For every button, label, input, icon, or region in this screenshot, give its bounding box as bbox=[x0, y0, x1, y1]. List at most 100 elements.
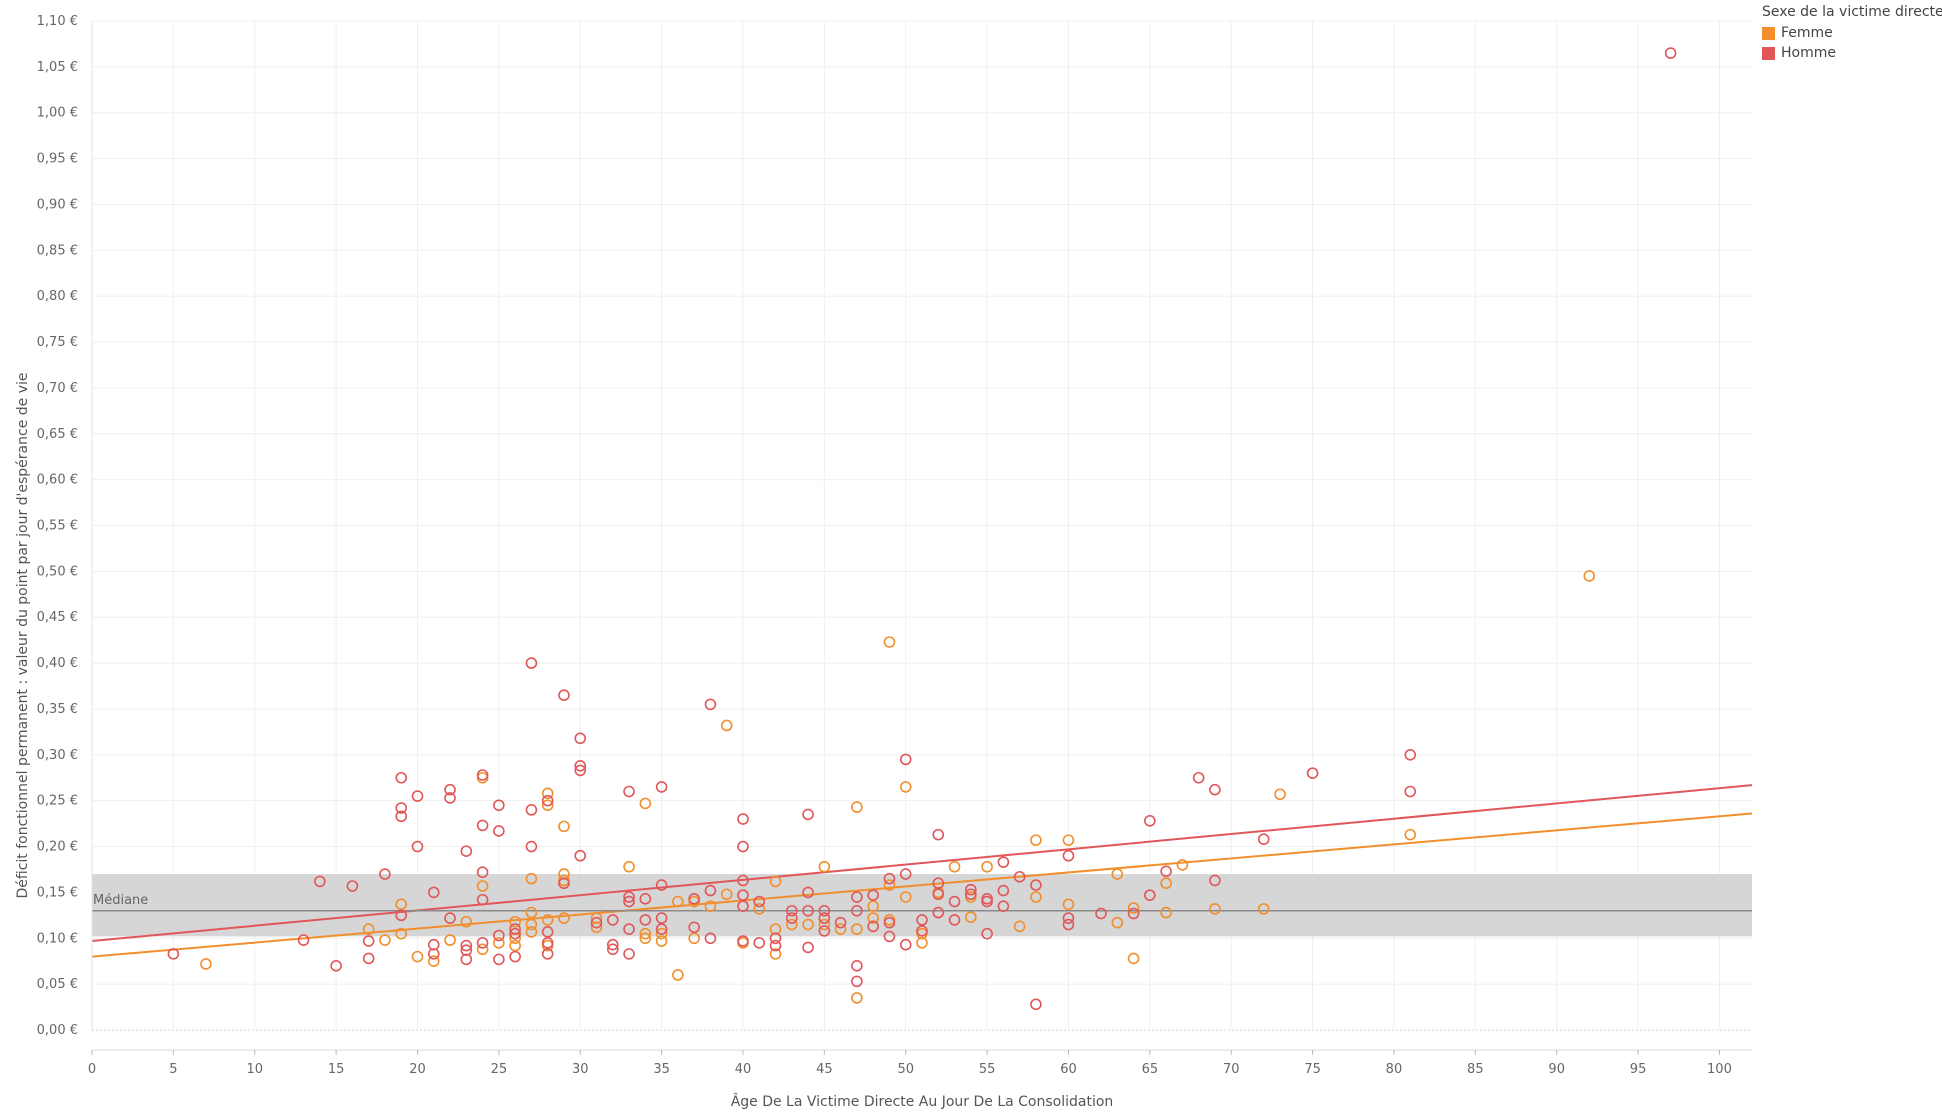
point-femme[interactable] bbox=[899, 781, 912, 793]
point-femme[interactable] bbox=[525, 872, 538, 885]
point-homme[interactable] bbox=[1160, 865, 1172, 878]
point-femme[interactable] bbox=[1274, 788, 1286, 801]
point-homme[interactable] bbox=[395, 810, 408, 823]
point-homme[interactable] bbox=[606, 938, 619, 951]
point-homme[interactable] bbox=[623, 891, 635, 903]
point-femme[interactable] bbox=[867, 900, 879, 912]
point-homme[interactable] bbox=[1127, 907, 1140, 920]
point-homme[interactable] bbox=[541, 948, 554, 960]
point-homme[interactable] bbox=[786, 904, 798, 917]
point-homme[interactable] bbox=[1095, 907, 1107, 920]
point-homme[interactable] bbox=[948, 895, 961, 908]
point-femme[interactable] bbox=[655, 935, 668, 947]
point-homme[interactable] bbox=[786, 912, 798, 924]
point-femme[interactable] bbox=[362, 923, 375, 935]
point-femme[interactable] bbox=[541, 914, 554, 926]
point-femme[interactable] bbox=[1127, 902, 1140, 914]
point-homme[interactable] bbox=[493, 799, 505, 812]
point-homme[interactable] bbox=[1062, 849, 1075, 862]
point-femme[interactable] bbox=[1127, 952, 1140, 965]
point-homme[interactable] bbox=[476, 819, 489, 832]
point-femme[interactable] bbox=[427, 955, 440, 968]
point-homme[interactable] bbox=[883, 916, 896, 929]
point-femme[interactable] bbox=[1257, 903, 1270, 915]
point-homme[interactable] bbox=[411, 840, 424, 853]
point-femme[interactable] bbox=[704, 900, 717, 912]
point-homme[interactable] bbox=[330, 959, 342, 972]
point-homme[interactable] bbox=[541, 937, 554, 949]
point-homme[interactable] bbox=[802, 808, 814, 821]
point-homme[interactable] bbox=[1404, 785, 1417, 798]
point-femme[interactable] bbox=[1030, 891, 1042, 903]
point-femme[interactable] bbox=[558, 820, 570, 833]
point-homme[interactable] bbox=[704, 698, 717, 711]
point-homme[interactable] bbox=[737, 900, 749, 912]
point-homme[interactable] bbox=[932, 906, 945, 919]
point-femme[interactable] bbox=[1111, 868, 1124, 880]
point-femme[interactable] bbox=[672, 895, 684, 908]
point-homme[interactable] bbox=[639, 893, 652, 905]
point-femme[interactable] bbox=[525, 926, 538, 938]
point-homme[interactable] bbox=[965, 883, 977, 896]
point-homme[interactable] bbox=[883, 930, 896, 943]
point-homme[interactable] bbox=[1664, 47, 1677, 59]
point-homme[interactable] bbox=[476, 866, 489, 879]
point-femme[interactable] bbox=[916, 937, 928, 949]
point-homme[interactable] bbox=[525, 840, 538, 853]
point-homme[interactable] bbox=[427, 886, 440, 899]
point-homme[interactable] bbox=[525, 804, 538, 816]
point-homme[interactable] bbox=[737, 874, 749, 887]
point-homme[interactable] bbox=[558, 689, 570, 701]
point-femme[interactable] bbox=[590, 912, 603, 924]
point-homme[interactable] bbox=[574, 764, 587, 777]
point-femme[interactable] bbox=[1030, 834, 1042, 846]
point-homme[interactable] bbox=[916, 925, 928, 937]
point-femme[interactable] bbox=[786, 918, 798, 931]
point-femme[interactable] bbox=[948, 860, 961, 873]
point-homme[interactable] bbox=[688, 893, 700, 905]
point-homme[interactable] bbox=[1192, 771, 1205, 784]
point-femme[interactable] bbox=[379, 934, 391, 946]
point-femme[interactable] bbox=[769, 875, 782, 888]
legend-item-femme[interactable]: Femme bbox=[1762, 23, 1942, 43]
point-homme[interactable] bbox=[802, 941, 814, 954]
point-homme[interactable] bbox=[606, 914, 619, 926]
point-femme[interactable] bbox=[1111, 916, 1124, 929]
point-homme[interactable] bbox=[606, 943, 619, 956]
point-homme[interactable] bbox=[1404, 749, 1417, 761]
point-homme[interactable] bbox=[1144, 889, 1156, 901]
point-homme[interactable] bbox=[948, 914, 961, 926]
point-femme[interactable] bbox=[1209, 903, 1221, 915]
point-femme[interactable] bbox=[802, 918, 814, 931]
point-homme[interactable] bbox=[1306, 767, 1319, 779]
point-homme[interactable] bbox=[932, 877, 945, 890]
point-femme[interactable] bbox=[1404, 828, 1417, 841]
point-homme[interactable] bbox=[1030, 879, 1042, 891]
point-homme[interactable] bbox=[541, 926, 554, 938]
point-femme[interactable] bbox=[672, 969, 684, 981]
point-femme[interactable] bbox=[509, 939, 521, 952]
point-homme[interactable] bbox=[753, 895, 766, 908]
point-homme[interactable] bbox=[460, 939, 473, 952]
point-homme[interactable] bbox=[818, 912, 831, 924]
point-homme[interactable] bbox=[574, 732, 587, 745]
point-femme[interactable] bbox=[851, 923, 863, 935]
point-homme[interactable] bbox=[655, 781, 668, 793]
point-femme[interactable] bbox=[476, 943, 489, 956]
point-femme[interactable] bbox=[851, 992, 863, 1004]
point-homme[interactable] bbox=[379, 868, 391, 880]
point-homme[interactable] bbox=[476, 769, 489, 781]
point-homme[interactable] bbox=[704, 884, 717, 897]
point-homme[interactable] bbox=[802, 886, 814, 899]
point-homme[interactable] bbox=[509, 950, 521, 963]
point-homme[interactable] bbox=[427, 938, 440, 951]
point-homme[interactable] bbox=[867, 920, 879, 933]
point-femme[interactable] bbox=[509, 932, 521, 945]
point-homme[interactable] bbox=[590, 916, 603, 929]
point-homme[interactable] bbox=[851, 904, 863, 917]
point-homme[interactable] bbox=[769, 932, 782, 945]
point-homme[interactable] bbox=[346, 880, 359, 892]
point-homme[interactable] bbox=[997, 856, 1010, 868]
point-femme[interactable] bbox=[444, 934, 456, 946]
point-homme[interactable] bbox=[753, 937, 766, 949]
